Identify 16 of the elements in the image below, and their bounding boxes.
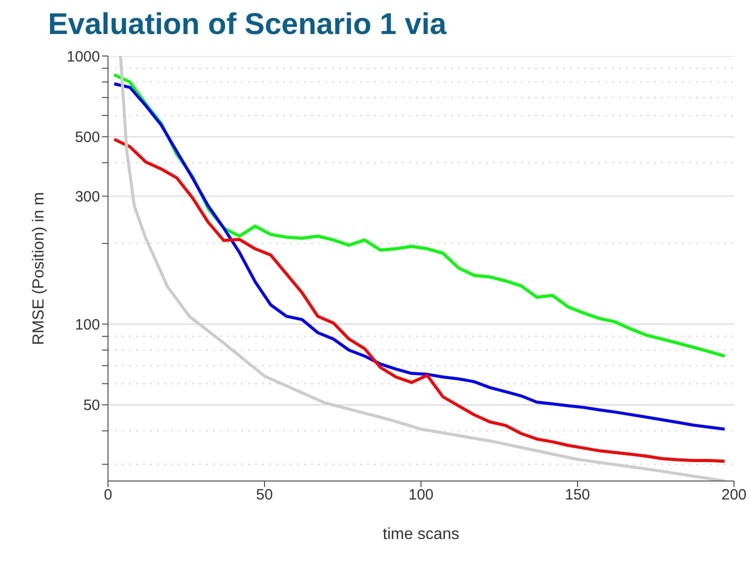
x-axis-title: time scans (382, 526, 460, 543)
x-tick-label: 200 (721, 486, 747, 504)
chart-title: Evaluation of Scenario 1 via (47, 8, 448, 43)
y-tick-label: 500 (74, 129, 100, 146)
x-tick-label: 100 (408, 486, 434, 504)
y-tick-label: 1000 (66, 48, 100, 66)
x-tick-label: 150 (564, 486, 590, 504)
x-tick-label: 50 (256, 486, 273, 504)
y-tick-label: 100 (74, 316, 100, 334)
line-series (119, 56, 726, 481)
y-tick-label: 300 (74, 188, 100, 206)
y-axis-title: RMSE (Position) in m (30, 192, 48, 345)
line-series (112, 138, 726, 463)
line-series (112, 82, 726, 431)
y-tick-label: 50 (83, 397, 100, 414)
x-tick-label: 0 (104, 486, 112, 504)
